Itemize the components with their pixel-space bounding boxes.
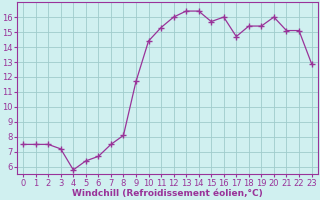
X-axis label: Windchill (Refroidissement éolien,°C): Windchill (Refroidissement éolien,°C) [72, 189, 263, 198]
